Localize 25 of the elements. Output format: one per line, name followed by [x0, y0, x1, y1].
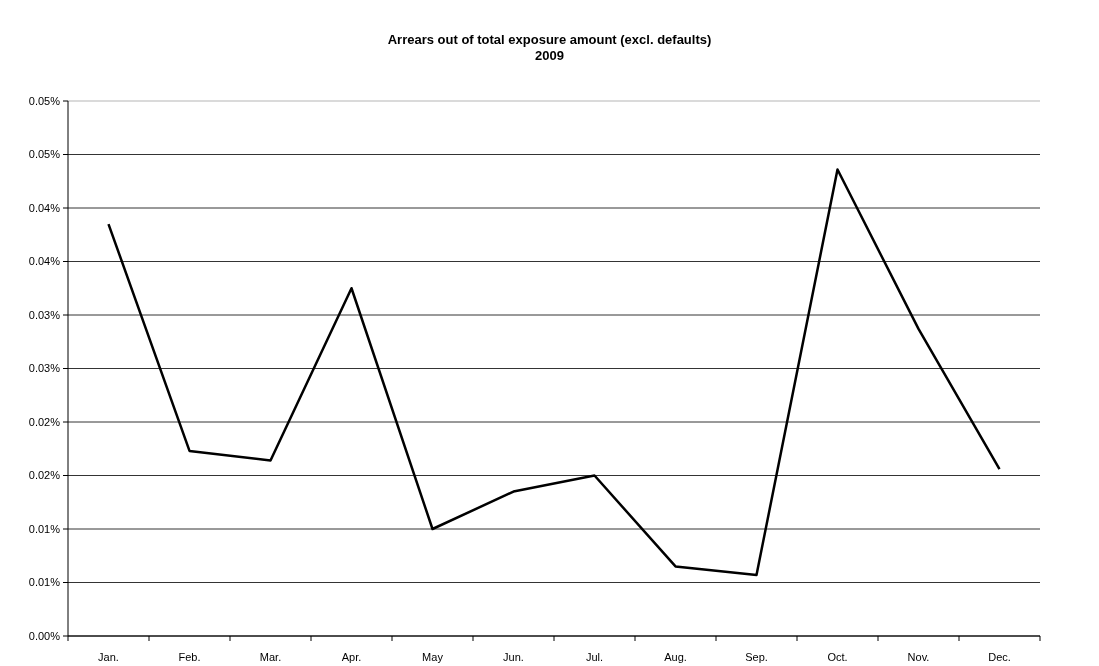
y-tick-label: 0.01%	[28, 522, 61, 535]
y-tick-label: 0.04%	[28, 255, 61, 268]
y-tick-label: 0.03%	[28, 362, 61, 375]
y-tick-label: 0.00%	[28, 629, 61, 642]
y-tick-label: 0.05%	[28, 94, 61, 107]
x-tick-label: Mar.	[259, 651, 282, 663]
x-tick-label: Jan.	[98, 651, 119, 663]
y-tick-label: 0.02%	[28, 469, 61, 482]
chart-title: Arrears out of total exposure amount (excl. defaults)	[387, 32, 712, 47]
y-tick-label: 0.04%	[28, 201, 61, 214]
y-tick-label: 0.05%	[28, 148, 61, 161]
chart-subtitle: 2009	[535, 48, 564, 63]
x-tick-label: May	[422, 651, 444, 663]
x-tick-label: Apr.	[341, 651, 362, 663]
x-tick-label: Jul.	[585, 651, 604, 663]
x-tick-label: Sep.	[745, 651, 768, 663]
x-tick-label: Feb.	[178, 651, 201, 663]
y-tick-label: 0.01%	[28, 576, 61, 589]
y-tick-label: 0.02%	[28, 415, 61, 428]
x-tick-label: Nov.	[907, 651, 930, 663]
x-tick-label: Oct.	[827, 651, 848, 663]
x-tick-label: Aug.	[664, 651, 687, 663]
x-tick-label: Jun.	[503, 651, 524, 663]
y-tick-label: 0.03%	[28, 308, 61, 321]
x-tick-label: Dec.	[988, 651, 1011, 663]
